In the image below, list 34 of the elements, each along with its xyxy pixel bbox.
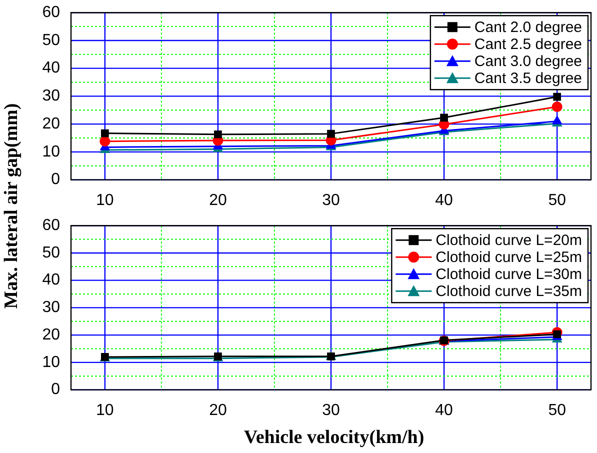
- y-tick-label: 50: [42, 32, 60, 49]
- legend-label: Cant 3.0 degree: [474, 53, 582, 70]
- y-tick-label: 60: [42, 4, 60, 22]
- x-tick-label: 20: [209, 192, 227, 209]
- y-tick-label: 0: [51, 171, 60, 188]
- x-tick-label: 10: [96, 402, 114, 419]
- legend-label: Clothoid curve L=30m: [436, 266, 582, 284]
- y-tick-label: 20: [42, 115, 60, 132]
- x-tick-label: 20: [209, 402, 227, 419]
- y-tick-label: 10: [42, 143, 60, 160]
- y-tick-label: 60: [42, 217, 60, 234]
- x-axis-title: Vehicle velocity(km/h): [242, 427, 426, 449]
- legend-label: Cant 2.0 degree: [474, 19, 582, 36]
- x-tick-label: 40: [435, 402, 454, 419]
- x-tick-label: 30: [322, 192, 340, 209]
- y-tick-label: 40: [42, 60, 60, 77]
- y-axis-title: Max. lateral air gap(mm): [1, 103, 23, 309]
- legend-label: Clothoid curve L=25m: [436, 249, 582, 266]
- x-tick-label: 10: [96, 192, 114, 209]
- x-tick-label: 40: [435, 192, 454, 209]
- y-tick-label: 50: [42, 244, 60, 262]
- x-tick-label: 50: [548, 192, 566, 209]
- legend-label: Cant 3.5 degree: [474, 70, 582, 88]
- y-tick-label: 0: [51, 381, 60, 398]
- y-tick-label: 30: [42, 88, 60, 105]
- y-tick-label: 20: [42, 326, 60, 344]
- y-tick-label: 10: [42, 354, 60, 371]
- y-tick-label: 30: [42, 299, 60, 316]
- x-tick-label: 50: [548, 402, 566, 419]
- legend-label: Cant 2.5 degree: [474, 36, 582, 54]
- legend-label: Clothoid curve L=20m: [436, 232, 582, 250]
- y-tick-label: 40: [42, 272, 60, 289]
- x-tick-label: 30: [322, 402, 340, 419]
- legend-label: Clothoid curve L=35m: [436, 283, 582, 300]
